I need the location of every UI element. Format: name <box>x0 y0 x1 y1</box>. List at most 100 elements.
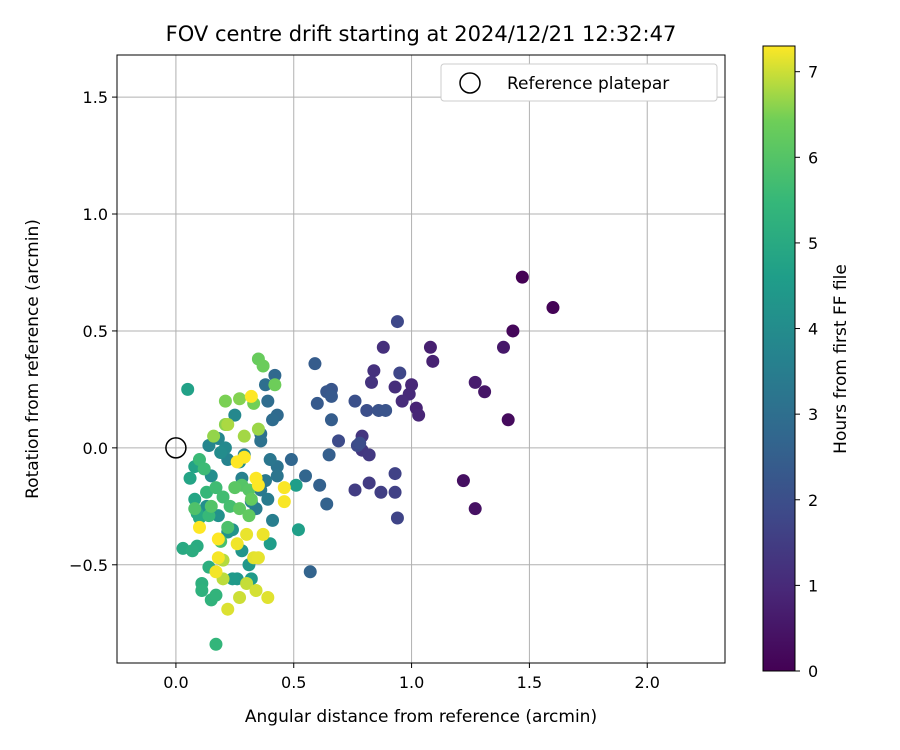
data-point <box>390 315 404 329</box>
colorbar-gradient <box>762 45 796 672</box>
data-point <box>277 481 291 495</box>
data-point <box>216 490 230 504</box>
data-point <box>289 478 303 492</box>
data-point <box>390 511 404 525</box>
data-point <box>353 436 367 450</box>
data-point <box>244 492 258 506</box>
data-point <box>299 469 313 483</box>
colorbar-label: Hours from first FF file <box>831 264 851 454</box>
data-point <box>261 492 275 506</box>
data-point <box>506 324 520 338</box>
data-point <box>251 422 265 436</box>
data-point <box>395 394 409 408</box>
data-point <box>237 429 251 443</box>
chart-title: FOV centre drift starting at 2024/12/21 … <box>166 22 677 46</box>
data-point <box>501 413 515 427</box>
y-tick-label: −0.5 <box>69 556 108 575</box>
data-point <box>468 375 482 389</box>
data-points <box>176 270 560 651</box>
data-point <box>185 544 199 558</box>
data-point <box>412 408 426 422</box>
data-point <box>388 467 402 481</box>
data-point <box>332 434 346 448</box>
data-point <box>209 637 223 651</box>
data-point <box>478 385 492 399</box>
data-point <box>360 403 374 417</box>
data-point <box>181 382 195 396</box>
data-point <box>374 485 388 499</box>
colorbar-tick-label: 0 <box>808 662 818 681</box>
data-point <box>197 462 211 476</box>
colorbar-tick-label: 4 <box>808 320 818 339</box>
data-point <box>308 357 322 371</box>
data-point <box>393 366 407 380</box>
data-point <box>362 476 376 490</box>
data-point <box>204 499 218 513</box>
data-point <box>515 270 529 284</box>
data-point <box>266 413 280 427</box>
data-point <box>188 502 202 516</box>
y-tick-label: 1.5 <box>83 88 108 107</box>
data-point <box>261 591 275 605</box>
data-point <box>362 448 376 462</box>
data-point <box>221 417 235 431</box>
plot-frame <box>116 54 726 664</box>
data-point <box>310 396 324 410</box>
y-tick-label: 1.0 <box>83 205 108 224</box>
data-point <box>348 483 362 497</box>
data-point <box>183 471 197 485</box>
colorbar: 0 1 2 3 4 5 6 7 Hours from first FF file <box>762 45 851 681</box>
data-point <box>221 602 235 616</box>
data-point <box>348 394 362 408</box>
data-point <box>211 532 225 546</box>
data-point <box>263 537 277 551</box>
x-tick-label: 0.5 <box>281 673 306 692</box>
data-point <box>209 588 223 602</box>
data-point <box>313 478 327 492</box>
colorbar-ticks: 0 1 2 3 4 5 6 7 <box>795 63 818 681</box>
y-tick-label: 0.0 <box>83 439 108 458</box>
data-point <box>211 551 225 565</box>
data-point <box>230 537 244 551</box>
data-point <box>228 408 242 422</box>
data-point <box>207 429 221 443</box>
data-point <box>376 340 390 354</box>
data-point <box>251 551 265 565</box>
data-point <box>233 502 247 516</box>
data-point <box>270 469 284 483</box>
data-point <box>244 389 258 403</box>
data-point <box>277 495 291 509</box>
data-point <box>367 364 381 378</box>
colorbar-tick-label: 1 <box>808 576 818 595</box>
data-point <box>261 394 275 408</box>
colorbar-tick-label: 3 <box>808 405 818 424</box>
data-point <box>365 375 379 389</box>
data-point <box>324 413 338 427</box>
data-point <box>388 380 402 394</box>
data-point <box>209 565 223 579</box>
data-point <box>218 394 232 408</box>
x-tick-label: 2.0 <box>635 673 660 692</box>
data-point <box>249 584 263 598</box>
data-point <box>249 471 263 485</box>
y-tick-label: 0.5 <box>83 322 108 341</box>
data-point <box>426 354 440 368</box>
data-point <box>221 520 235 534</box>
colorbar-tick-label: 2 <box>808 491 818 510</box>
data-point <box>240 527 254 541</box>
data-point <box>209 481 223 495</box>
data-point <box>258 378 272 392</box>
data-point <box>214 446 228 460</box>
data-point <box>320 497 334 511</box>
x-tick-label: 1.0 <box>399 673 424 692</box>
data-point <box>324 389 338 403</box>
data-point <box>263 453 277 467</box>
data-point <box>468 502 482 516</box>
data-point <box>228 481 242 495</box>
legend-marker-icon <box>459 72 481 94</box>
data-point <box>192 520 206 534</box>
data-point <box>242 509 256 523</box>
data-point <box>240 576 254 590</box>
legend-box <box>440 63 718 102</box>
